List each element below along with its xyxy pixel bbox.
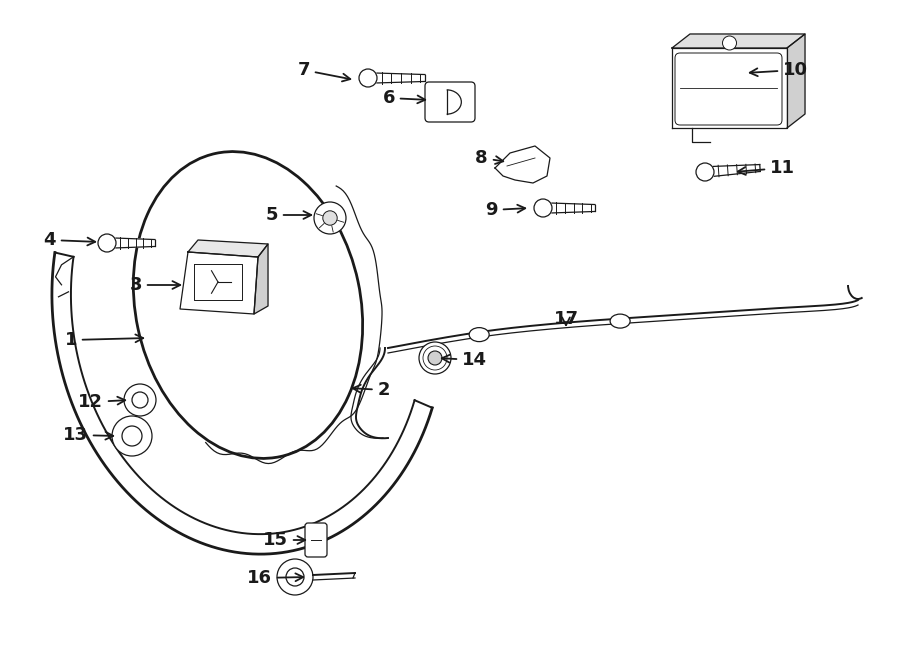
Text: 3: 3 xyxy=(130,276,180,294)
Circle shape xyxy=(428,351,442,365)
Circle shape xyxy=(98,234,116,252)
Polygon shape xyxy=(254,244,268,314)
Polygon shape xyxy=(180,252,258,314)
Polygon shape xyxy=(495,146,550,183)
Circle shape xyxy=(359,69,377,87)
Text: 1: 1 xyxy=(65,331,143,349)
Text: 6: 6 xyxy=(382,89,425,107)
Polygon shape xyxy=(116,238,155,248)
Text: 17: 17 xyxy=(554,310,579,328)
Text: 14: 14 xyxy=(442,351,487,369)
FancyBboxPatch shape xyxy=(425,82,475,122)
Text: 4: 4 xyxy=(43,231,95,249)
Polygon shape xyxy=(52,252,432,554)
Polygon shape xyxy=(672,48,787,128)
Text: 7: 7 xyxy=(298,61,350,81)
Text: 10: 10 xyxy=(750,61,808,79)
Circle shape xyxy=(122,426,142,446)
Circle shape xyxy=(132,392,148,408)
Polygon shape xyxy=(377,73,425,83)
Text: 15: 15 xyxy=(263,531,305,549)
FancyBboxPatch shape xyxy=(675,53,782,125)
Text: 13: 13 xyxy=(63,426,113,444)
Circle shape xyxy=(323,211,338,225)
Polygon shape xyxy=(714,165,760,176)
Text: 5: 5 xyxy=(266,206,311,224)
Text: 12: 12 xyxy=(78,393,125,411)
Ellipse shape xyxy=(469,328,490,342)
Ellipse shape xyxy=(133,152,363,458)
Text: 8: 8 xyxy=(475,149,503,167)
FancyBboxPatch shape xyxy=(305,523,327,557)
Text: 9: 9 xyxy=(485,201,526,219)
Text: 16: 16 xyxy=(247,569,303,587)
Circle shape xyxy=(723,36,736,50)
Circle shape xyxy=(124,384,156,416)
Text: 11: 11 xyxy=(738,159,795,177)
Ellipse shape xyxy=(610,314,630,328)
Circle shape xyxy=(286,568,304,586)
Polygon shape xyxy=(787,34,805,128)
Polygon shape xyxy=(188,240,268,257)
Circle shape xyxy=(277,559,313,595)
Circle shape xyxy=(112,416,152,456)
Polygon shape xyxy=(552,203,595,213)
Circle shape xyxy=(534,199,552,217)
Circle shape xyxy=(314,202,346,234)
Circle shape xyxy=(419,342,451,374)
Circle shape xyxy=(696,163,714,181)
Text: 2: 2 xyxy=(353,381,390,399)
Polygon shape xyxy=(672,34,805,48)
